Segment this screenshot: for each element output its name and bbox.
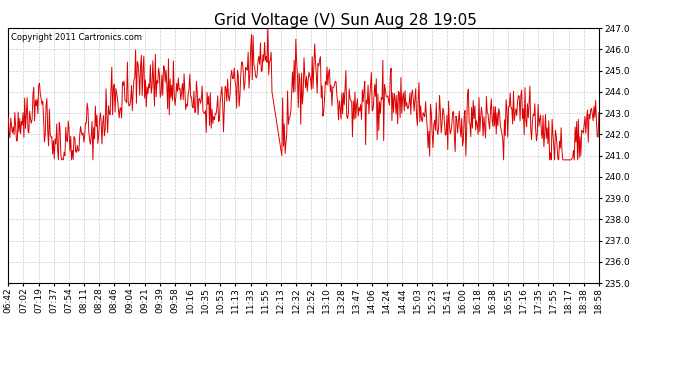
Text: Copyright 2011 Cartronics.com: Copyright 2011 Cartronics.com [11,33,142,42]
Text: Grid Voltage (V) Sun Aug 28 19:05: Grid Voltage (V) Sun Aug 28 19:05 [214,13,476,28]
